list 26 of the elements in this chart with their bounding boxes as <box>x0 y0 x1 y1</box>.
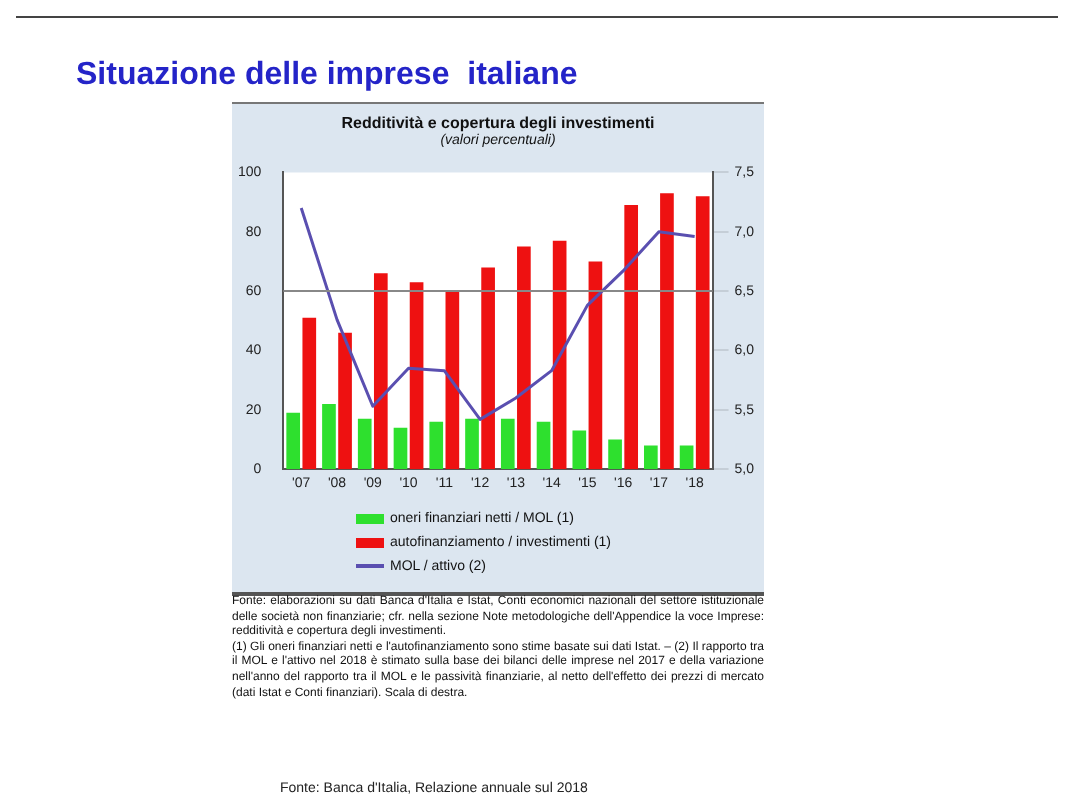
chart-title: Situazione delle imprese italiane <box>76 58 578 94</box>
bar <box>552 240 567 470</box>
chart-subtitle: Redditività e copertura degli investimenti <box>339 114 657 132</box>
bar <box>445 291 460 470</box>
bar <box>373 273 388 470</box>
bar <box>695 196 710 470</box>
bar <box>302 317 317 470</box>
bar <box>393 427 408 470</box>
bar <box>481 267 495 470</box>
bar <box>572 430 587 470</box>
bar <box>357 418 372 470</box>
bar <box>608 439 622 470</box>
bar <box>517 246 531 470</box>
bar <box>429 421 444 470</box>
bar <box>286 412 301 470</box>
bar <box>536 421 551 470</box>
bar <box>338 332 352 470</box>
bar <box>624 205 639 470</box>
bar <box>588 261 603 470</box>
bar <box>660 193 674 470</box>
bar <box>679 445 694 470</box>
bar <box>322 403 336 470</box>
bar <box>465 418 479 470</box>
bar <box>644 445 658 470</box>
bar <box>409 282 424 470</box>
bar <box>500 418 515 470</box>
